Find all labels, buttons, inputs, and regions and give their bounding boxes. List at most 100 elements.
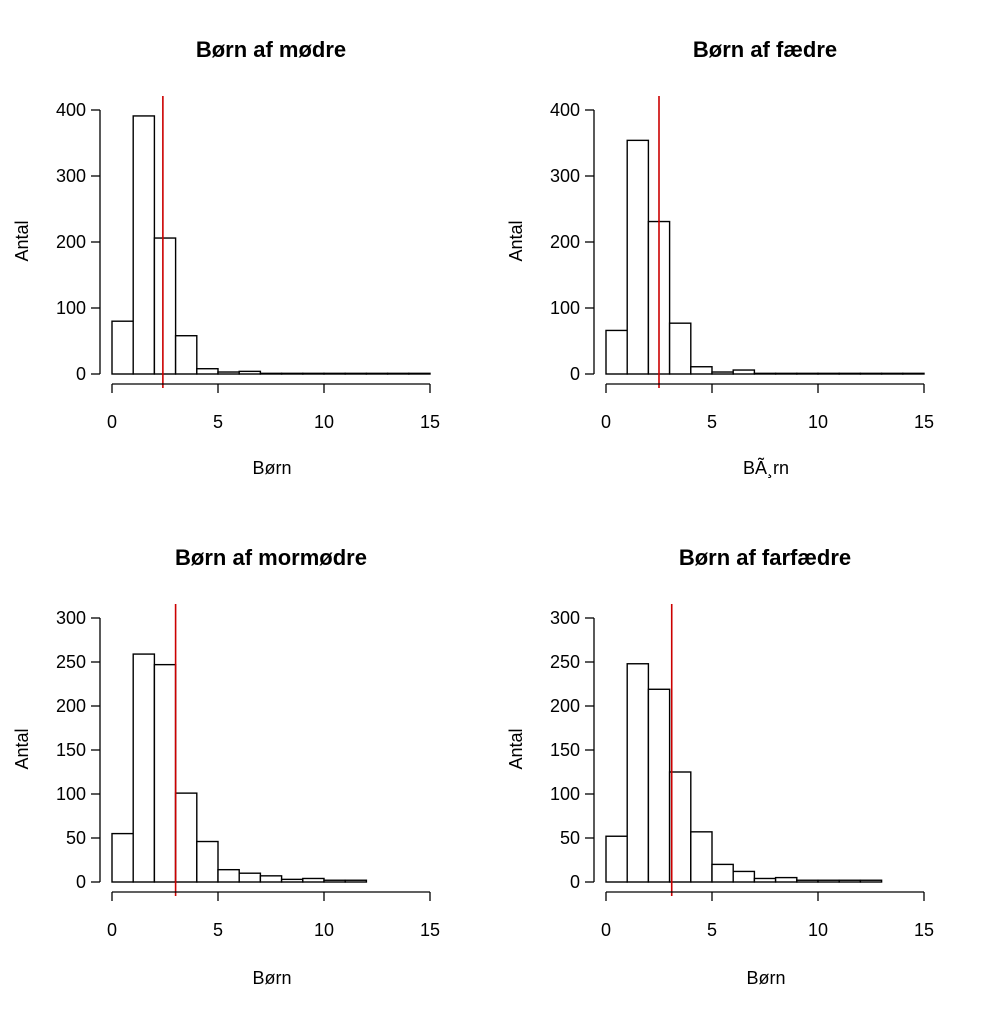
- histogram-bar: [859, 879, 883, 883]
- y-tick-label: 0: [76, 364, 86, 384]
- y-tick-label: 300: [56, 166, 86, 186]
- y-tick-label: 150: [56, 740, 86, 760]
- x-axis-label: Børn: [252, 968, 291, 988]
- histogram-bar: [690, 831, 713, 883]
- histogram-bar: [732, 870, 756, 883]
- y-tick-label: 50: [66, 828, 86, 848]
- y-tick-label: 150: [550, 740, 580, 760]
- histogram-bar: [796, 879, 819, 883]
- histogram-bar: [711, 371, 734, 375]
- x-tick-label: 5: [213, 412, 223, 432]
- histogram-bar: [153, 663, 177, 883]
- x-tick-label: 10: [314, 412, 334, 432]
- histogram-bar: [690, 366, 713, 375]
- histogram-bar: [668, 771, 692, 883]
- histogram-bar: [344, 372, 368, 375]
- histogram-bar: [302, 877, 325, 883]
- y-tick-label: 100: [550, 298, 580, 318]
- histogram-bar: [753, 372, 777, 375]
- histogram-bar: [174, 792, 198, 883]
- y-tick-label: 400: [550, 100, 580, 120]
- histogram-bar: [753, 877, 777, 883]
- histogram-bar: [259, 875, 283, 883]
- histogram-bar: [605, 835, 628, 883]
- y-axis-label: Antal: [12, 220, 32, 261]
- x-tick-label: 15: [420, 412, 440, 432]
- histogram-bar: [711, 863, 734, 883]
- y-tick-label: 250: [550, 652, 580, 672]
- histogram-bar: [796, 372, 819, 375]
- chart-title: Børn af fædre: [693, 37, 837, 62]
- histogram-bar: [647, 688, 671, 883]
- histogram-bar: [280, 372, 304, 375]
- x-tick-label: 0: [601, 412, 611, 432]
- y-tick-label: 300: [550, 608, 580, 628]
- y-tick-label: 0: [570, 364, 580, 384]
- histogram-bar: [111, 832, 134, 883]
- histogram-bar: [386, 372, 410, 375]
- histogram-bar: [774, 876, 798, 883]
- histogram-bar: [280, 878, 304, 883]
- histogram-bar: [238, 872, 262, 883]
- x-tick-label: 10: [808, 920, 828, 940]
- x-tick-label: 0: [601, 920, 611, 940]
- histogram-bar: [774, 372, 798, 375]
- histogram-bar: [323, 372, 346, 375]
- histogram-bar: [732, 369, 756, 375]
- histogram-bar: [323, 879, 346, 883]
- histogram-bar: [344, 879, 368, 883]
- histogram-bar: [302, 372, 325, 375]
- y-axis-label: Antal: [12, 728, 32, 769]
- x-tick-label: 15: [420, 920, 440, 940]
- y-tick-label: 100: [550, 784, 580, 804]
- chart-title: Børn af mormødre: [175, 545, 367, 570]
- y-axis-label: Antal: [506, 220, 526, 261]
- x-tick-label: 5: [707, 412, 717, 432]
- y-tick-label: 50: [560, 828, 580, 848]
- histogram-bar: [859, 372, 883, 375]
- histogram-bar: [153, 237, 177, 375]
- y-tick-label: 200: [56, 232, 86, 252]
- histogram-bar: [668, 322, 692, 375]
- x-axis-label: Børn: [252, 458, 291, 478]
- histogram-panel: Børn af fædre 0 5 10 15 0 100 200 300 400 BÃ¸rn Ant…: [506, 37, 934, 478]
- histogram-bar: [838, 879, 862, 883]
- y-tick-label: 0: [570, 872, 580, 892]
- x-tick-label: 10: [808, 412, 828, 432]
- histogram-bar: [838, 372, 862, 375]
- x-axis-label: BÃ¸rn: [743, 457, 789, 478]
- x-tick-label: 5: [707, 920, 717, 940]
- histogram-bar: [196, 840, 219, 883]
- histogram-bar: [111, 320, 134, 375]
- x-tick-label: 0: [107, 412, 117, 432]
- chart-title: Børn af mødre: [196, 37, 346, 62]
- histogram-bar: [196, 368, 219, 375]
- x-tick-label: 15: [914, 920, 934, 940]
- y-tick-label: 200: [550, 696, 580, 716]
- histogram-bar: [174, 335, 198, 375]
- y-tick-label: 100: [56, 784, 86, 804]
- histogram-bar: [365, 372, 389, 375]
- histogram-bar: [259, 372, 283, 375]
- histogram-panel: Børn af mødre 0 5 10 15 0 100 200 300 400 Børn Anta…: [12, 37, 440, 478]
- x-axis-label: Børn: [746, 968, 785, 988]
- histogram-bar: [902, 372, 925, 375]
- histogram-bar: [217, 868, 240, 883]
- y-tick-label: 300: [56, 608, 86, 628]
- histogram-bar: [817, 879, 840, 883]
- y-tick-label: 250: [56, 652, 86, 672]
- histogram-bar: [217, 371, 240, 375]
- x-tick-label: 0: [107, 920, 117, 940]
- histogram-bar: [408, 372, 431, 375]
- y-tick-label: 300: [550, 166, 580, 186]
- histogram-bar: [817, 372, 840, 375]
- histogram-bar: [626, 139, 650, 375]
- y-tick-label: 400: [56, 100, 86, 120]
- histogram-bar: [132, 115, 156, 375]
- x-tick-label: 10: [314, 920, 334, 940]
- x-tick-label: 5: [213, 920, 223, 940]
- y-tick-label: 0: [76, 872, 86, 892]
- y-tick-label: 200: [550, 232, 580, 252]
